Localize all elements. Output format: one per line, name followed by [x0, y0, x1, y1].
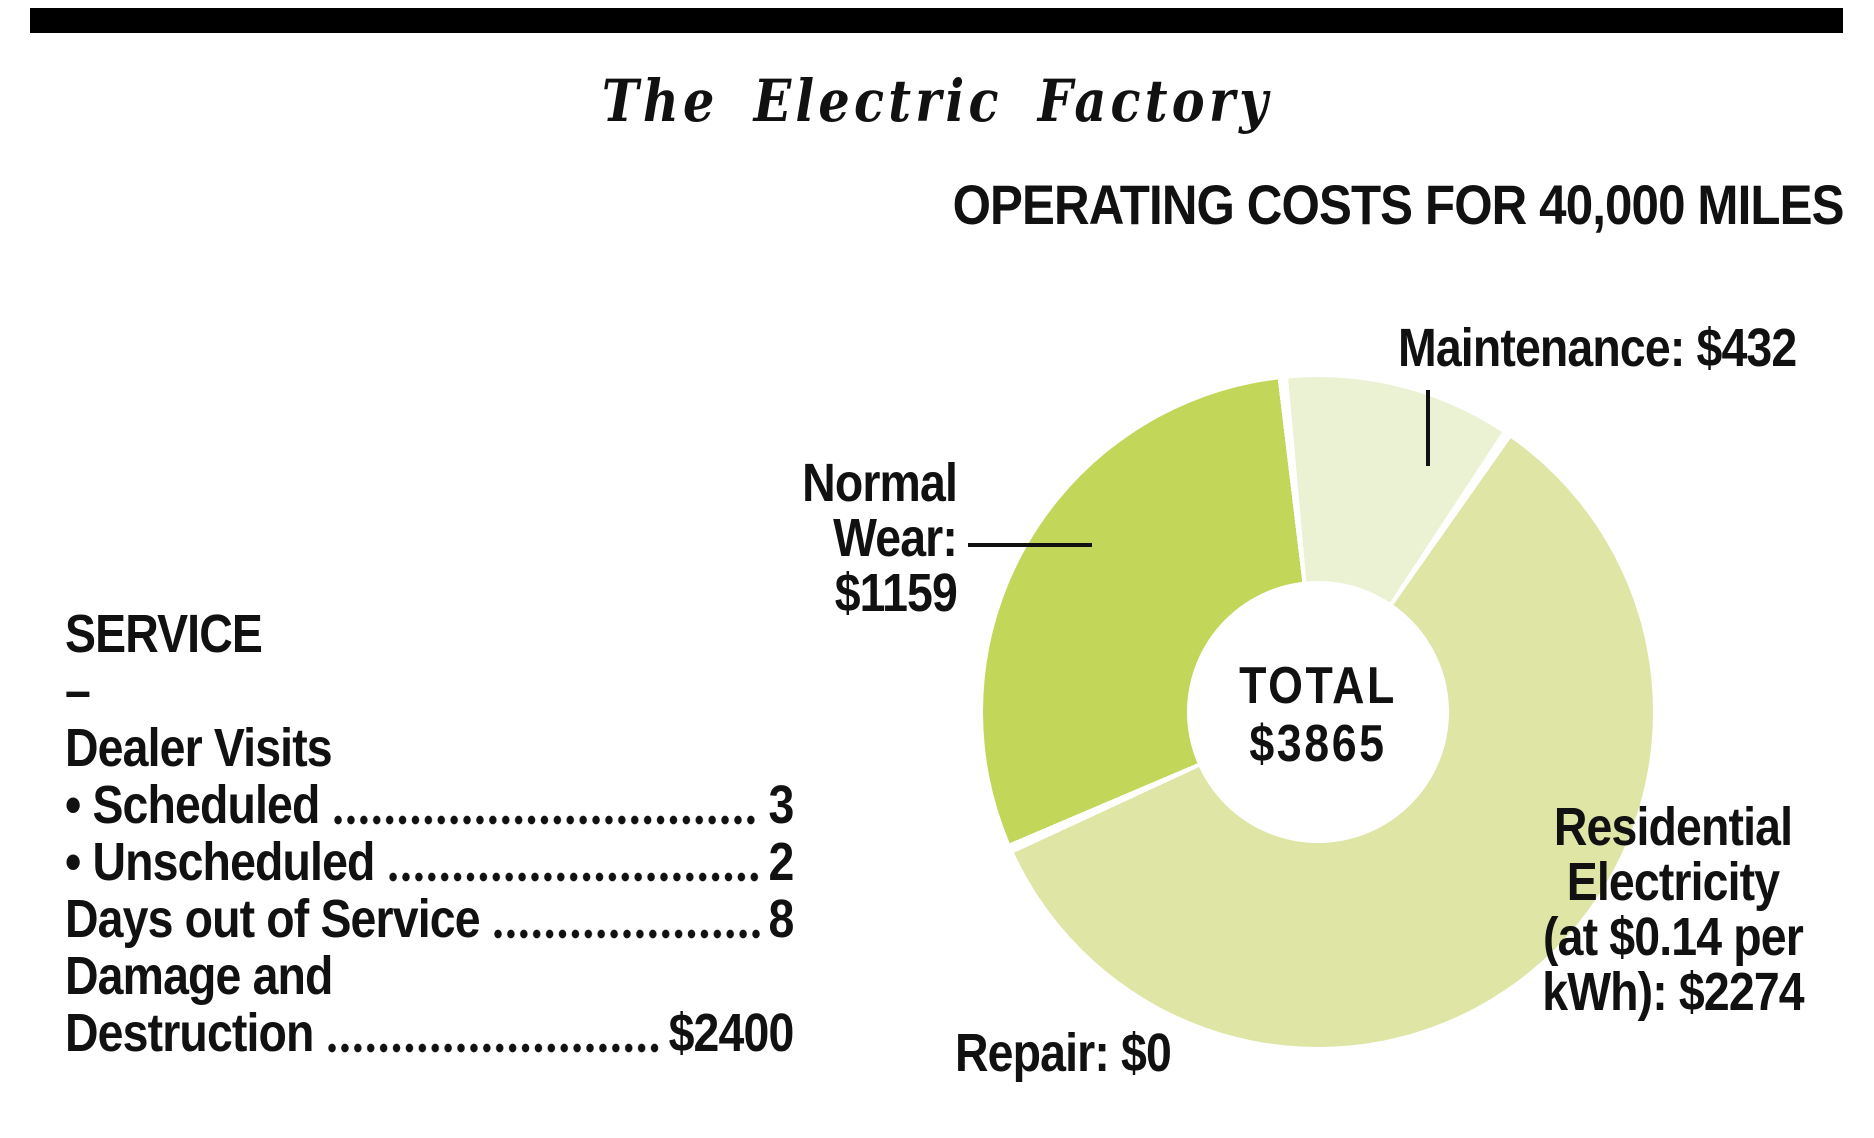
- page-title: The Electric Factory: [601, 67, 1273, 135]
- maintenance-callout: Maintenance: $432: [1398, 318, 1797, 378]
- callout-line: $1159: [834, 563, 958, 623]
- table-row: Destruction $2400: [65, 1003, 795, 1063]
- total-value: $3865: [1249, 715, 1387, 773]
- table-row: Days out of Service 8: [65, 889, 794, 949]
- callout-line: Residential: [1553, 797, 1793, 857]
- callout-line: Normal: [802, 453, 958, 513]
- service-subheading: Dealer Visits: [65, 718, 333, 778]
- service-heading: SERVICE: [65, 604, 263, 664]
- callout-line: Electricity: [1566, 852, 1780, 912]
- maintenance-leader-line: [1426, 390, 1430, 466]
- normal-wear-leader-line: [968, 543, 1092, 547]
- donut-center-text: TOTAL $3865: [1180, 657, 1455, 773]
- service-heading-dash: –: [65, 661, 91, 721]
- row-label: Damage and: [65, 946, 333, 1006]
- residential-callout: Residential Electricity (at $0.14 per kW…: [1518, 800, 1828, 1020]
- donut-chart: [983, 377, 1653, 1047]
- row-value: $2400: [668, 1003, 795, 1063]
- table-row: • Unscheduled 2: [65, 832, 794, 892]
- dotted-leader: [325, 1005, 660, 1062]
- row-value: 8: [768, 889, 794, 949]
- callout-line: Wear:: [833, 508, 958, 568]
- row-value: 2: [768, 832, 794, 892]
- dotted-leader: [331, 777, 760, 834]
- dotted-leader: [491, 891, 760, 948]
- row-label: Destruction: [65, 1003, 314, 1063]
- row-label: • Unscheduled: [65, 832, 375, 892]
- callout-line: kWh): $2274: [1542, 962, 1804, 1022]
- table-row: • Scheduled 3: [65, 775, 794, 835]
- service-stats-panel: SERVICE – Dealer Visits • Scheduled 3 • …: [65, 604, 795, 1063]
- table-row: Damage and: [65, 948, 793, 1005]
- row-label: Days out of Service: [65, 889, 481, 949]
- callout-line: (at $0.14 per: [1543, 907, 1804, 967]
- donut-hole: [1187, 581, 1449, 843]
- row-value: 3: [768, 775, 794, 835]
- normal-wear-callout: Normal Wear: $1159: [699, 453, 958, 623]
- chart-title: OPERATING COSTS FOR 40,000 MILES: [952, 173, 1845, 236]
- total-label: TOTAL: [1239, 657, 1397, 715]
- row-label: • Scheduled: [65, 775, 320, 835]
- dotted-leader: [386, 834, 760, 891]
- top-rule-bar: [30, 8, 1843, 33]
- repair-callout: Repair: $0: [955, 1023, 1172, 1083]
